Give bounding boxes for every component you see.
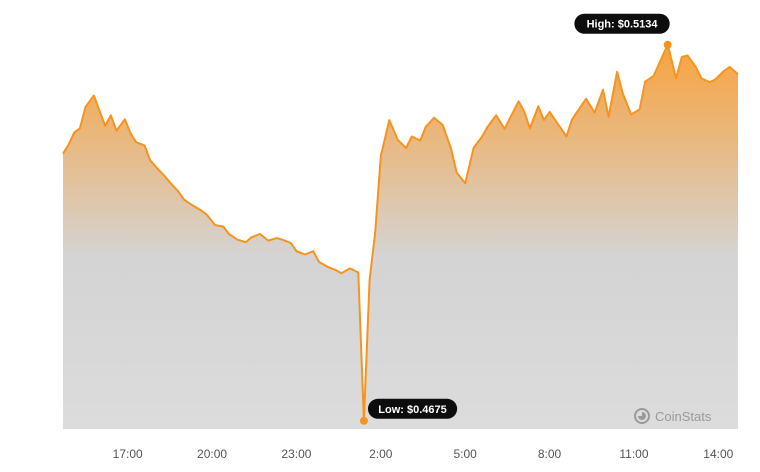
low-label: Low: $0.4675 (378, 404, 446, 416)
x-axis: 17:00 20:00 23:00 2:00 5:00 8:00 11:00 14:00 (113, 447, 734, 461)
low-label-pill (367, 398, 458, 419)
low-marker (359, 416, 368, 425)
price-area (63, 44, 738, 429)
high-marker (663, 40, 672, 49)
x-tick-label: 20:00 (197, 447, 227, 461)
x-tick-label: 17:00 (113, 447, 143, 461)
high-label-pill (574, 13, 670, 34)
x-tick-label: 14:00 (703, 447, 733, 461)
annotations: High: $0.5134 Low: $0.4675 (359, 13, 672, 425)
x-tick-label: 23:00 (281, 447, 311, 461)
watermark: CoinStats (634, 408, 712, 424)
coinstats-logo-icon (634, 408, 650, 424)
x-tick-label: 11:00 (619, 447, 648, 461)
high-label: High: $0.5134 (587, 19, 659, 31)
watermark-text: CoinStats (655, 409, 712, 424)
price-line (62, 43, 739, 422)
x-tick-label: 5:00 (454, 447, 478, 461)
x-tick-label: 8:00 (538, 447, 562, 461)
x-tick-label: 2:00 (369, 447, 393, 461)
